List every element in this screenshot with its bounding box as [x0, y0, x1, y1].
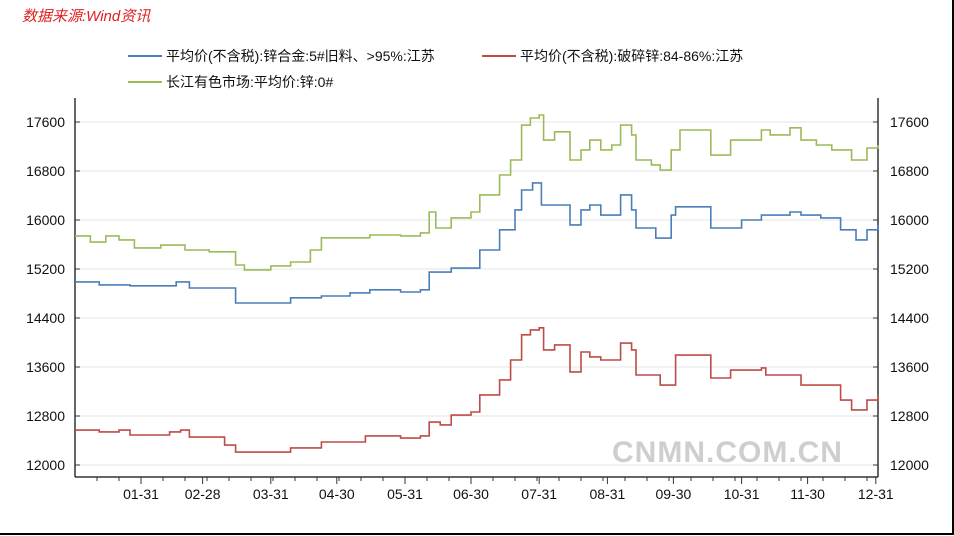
watermark: CNMN.COM.CN [612, 436, 843, 469]
y-tick-label-left: 12000 [26, 457, 65, 473]
y-tick-label-left: 12800 [26, 408, 65, 424]
y-tick-label-right: 15200 [890, 261, 929, 277]
y-tick-label-left: 16800 [26, 163, 65, 179]
y-tick-label-right: 13600 [890, 359, 929, 375]
legend-item-crushed-zinc: 平均价(不含税):破碎锌:84-86%:江苏 [482, 46, 743, 66]
x-tick-label: 09-30 [655, 486, 691, 502]
x-tick-label: 06-30 [453, 486, 489, 502]
x-tick-label: 01-31 [123, 486, 159, 502]
legend-label: 平均价(不含税):锌合金:5#旧料、>95%:江苏 [166, 48, 435, 64]
legend-swatch-blue [128, 55, 162, 57]
legend-swatch-green [128, 81, 162, 83]
y-tick-label-left: 13600 [26, 359, 65, 375]
x-tick-label: 07-31 [521, 486, 557, 502]
y-tick-label-right: 12000 [890, 457, 929, 473]
legend-label: 平均价(不含税):破碎锌:84-86%:江苏 [520, 48, 744, 64]
x-tick-label: 10-31 [724, 486, 760, 502]
x-tick-label: 12-31 [858, 486, 894, 502]
x-tick-label: 05-31 [387, 486, 423, 502]
x-tick-label: 03-31 [253, 486, 289, 502]
y-tick-label-left: 16000 [26, 212, 65, 228]
series-line-2 [75, 114, 879, 271]
legend-swatch-red [482, 55, 516, 57]
data-source-note: 数据来源:Wind资讯 [22, 8, 151, 25]
y-tick-label-right: 12800 [890, 408, 929, 424]
x-tick-label: 08-31 [589, 486, 625, 502]
series-line-0 [75, 182, 879, 304]
series-line-1 [75, 326, 879, 453]
y-tick-label-right: 16800 [890, 163, 929, 179]
legend-item-changjiang-zinc: 长江有色市场:平均价:锌:0# [128, 72, 333, 92]
y-tick-label-left: 14400 [26, 310, 65, 326]
y-tick-label-left: 17600 [26, 114, 65, 130]
legend-label: 长江有色市场:平均价:锌:0# [166, 74, 334, 90]
x-tick-label: 11-30 [790, 486, 825, 502]
y-tick-label-left: 15200 [26, 261, 65, 277]
y-tick-label-right: 14400 [890, 310, 929, 326]
legend-item-zinc-alloy-scrap: 平均价(不含税):锌合金:5#旧料、>95%:江苏 [128, 46, 435, 66]
y-tick-label-right: 16000 [890, 212, 929, 228]
x-tick-label: 02-28 [185, 486, 221, 502]
x-tick-label: 04-30 [319, 486, 355, 502]
y-tick-label-right: 17600 [890, 114, 929, 130]
